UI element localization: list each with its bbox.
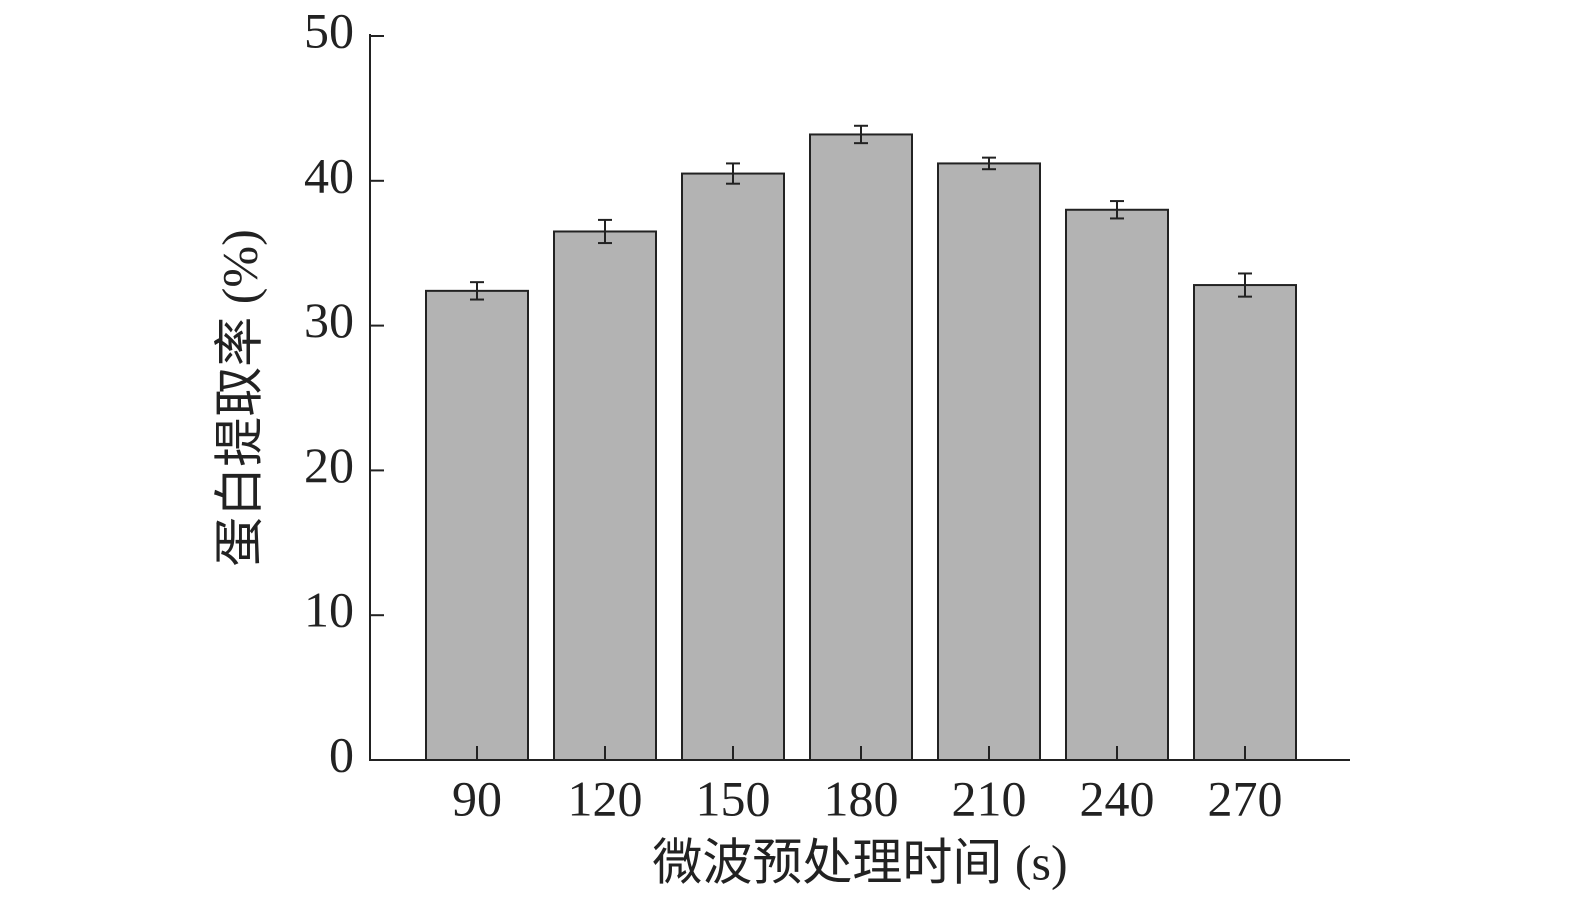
x-tick-label: 210 [952,770,1027,826]
bar [937,162,1041,761]
y-tick-label: 30 [304,292,354,348]
bar [1065,208,1169,761]
x-tick-label: 150 [696,770,771,826]
x-tick-label: 120 [568,770,643,826]
x-tick-label: 180 [824,770,899,826]
y-tick-label: 50 [304,2,354,58]
y-tick-label: 0 [329,726,354,782]
x-tick-label: 90 [452,770,502,826]
x-axis-label: 微波预处理时间 (s) [652,834,1067,890]
bar [809,133,913,762]
y-tick-label: 20 [304,437,354,493]
bar [425,289,529,761]
y-tick-label: 40 [304,147,354,203]
x-tick-label: 240 [1080,770,1155,826]
bar [1193,284,1297,761]
bar [553,230,657,762]
bar [681,172,785,761]
y-tick-label: 10 [304,582,354,638]
y-axis-label: 蛋白提取率 (%) [211,229,267,566]
x-tick-label: 270 [1208,770,1283,826]
